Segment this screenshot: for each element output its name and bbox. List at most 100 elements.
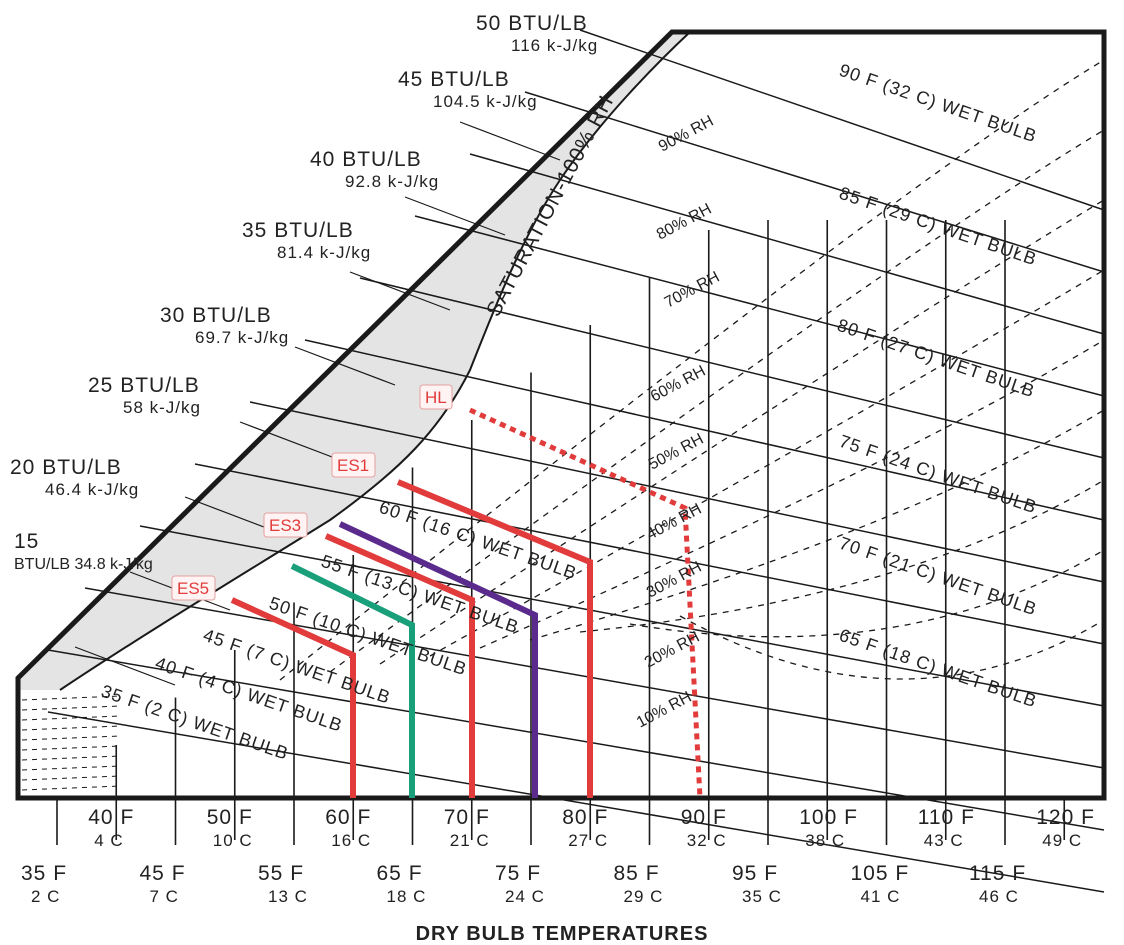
x-tick-label-c: 24 C [505, 887, 545, 906]
wet-bulb-label: 85 F (29 C) WET BULB [837, 183, 1040, 270]
x-tick-label-f: 55 F [258, 862, 304, 885]
enthalpy-kj-label: 81.4 k-J/kg [277, 243, 371, 262]
rh-curve [279, 59, 1105, 681]
rh-label: 70% RH [662, 269, 723, 312]
point-label-es1: ES1 [337, 456, 369, 475]
process-path-hl [468, 407, 703, 799]
x-axis-title: DRY BULB TEMPERATURES [416, 923, 709, 945]
rh-hatch [21, 705, 121, 711]
enthalpy-kj-label: 46.4 k-J/kg [45, 480, 139, 499]
point-label-box [331, 452, 376, 478]
x-tick-label-c: 13 C [268, 887, 308, 906]
rh-hatch [21, 695, 121, 701]
rh-curve [629, 549, 1105, 638]
rh-hatch [21, 715, 121, 721]
process-path-line4 [290, 563, 415, 798]
enthalpy-btu-label: 40 BTU/LB [310, 148, 422, 171]
rh-hatch [21, 745, 121, 751]
enthalpy-leader [349, 271, 451, 311]
rh-label: 60% RH [648, 363, 709, 406]
enthalpy-kj-label: 92.8 k-J/kg [345, 172, 439, 191]
wet-bulb-label: 65 F (18 C) WET BULB [837, 625, 1040, 712]
x-tick-label-f: 100 F [799, 806, 858, 829]
x-tick-label-f: 35 F [21, 862, 67, 885]
enthalpy-kj-label: BTU/LB 34.8 k-J/kg [14, 556, 153, 573]
x-tick-label-c: 21 C [450, 831, 490, 850]
enthalpy-leader [459, 121, 561, 161]
enthalpy-btu-label: 45 BTU/LB [398, 68, 510, 91]
point-label-hl: HL [425, 388, 447, 407]
rh-curve [329, 129, 1105, 673]
x-tick-label-c: 2 C [31, 887, 60, 906]
x-tick-label-c: 10 C [213, 831, 253, 850]
wet-bulb-line [579, 29, 1105, 211]
x-tick-label-c: 29 C [624, 887, 664, 906]
enthalpy-leader [404, 196, 506, 236]
enthalpy-btu-label: 50 BTU/LB [476, 12, 588, 35]
enthalpy-kj-label: 69.7 k-J/kg [195, 328, 289, 347]
x-tick-label-c: 41 C [861, 887, 901, 906]
x-tick-label-f: 70 F [444, 806, 490, 829]
wet-bulb-line [139, 525, 1105, 707]
process-path-es5 [230, 597, 356, 798]
x-tick-label-c: 7 C [150, 887, 179, 906]
x-tick-label-c: 27 C [568, 831, 608, 850]
rh-curve [579, 479, 1105, 633]
enthalpy-kj-label: 58 k-J/kg [123, 398, 201, 417]
x-tick-label-f: 110 F [918, 806, 975, 829]
x-tick-label-f: 40 F [88, 806, 134, 829]
x-tick-label-c: 35 C [742, 887, 782, 906]
saturation-band [18, 32, 690, 690]
process-path-es3 [324, 533, 475, 798]
enthalpy-leader [74, 646, 176, 686]
wet-bulb-line [304, 339, 1105, 521]
x-tick-label-f: 45 F [140, 862, 186, 885]
enthalpy-btu-label: 30 BTU/LB [160, 304, 272, 327]
rh-hatch [21, 735, 121, 741]
rh-label: 10% RH [634, 689, 695, 732]
wet-bulb-line [47, 711, 1105, 893]
x-tick-label-c: 49 C [1042, 831, 1082, 850]
x-tick-label-f: 120 F [1036, 806, 1095, 829]
point-label-es3: ES3 [269, 516, 301, 535]
wet-bulb-label: 90 F (32 C) WET BULB [837, 60, 1040, 147]
wet-bulb-line [524, 91, 1105, 273]
enthalpy-btu-label: 35 BTU/LB [242, 219, 354, 242]
wet-bulb-line [84, 587, 1105, 769]
x-tick-label-c: 18 C [387, 887, 427, 906]
rh-hatch [21, 765, 121, 771]
rh-hatch [21, 775, 121, 781]
point-label-box [263, 512, 308, 538]
enthalpy-kj-label: 116 k-J/kg [511, 36, 598, 55]
x-tick-label-f: 80 F [562, 806, 608, 829]
chart-frame [15, 29, 1107, 801]
x-tick-label-c: 38 C [805, 831, 845, 850]
x-tick-label-f: 75 F [495, 862, 541, 885]
point-label-box [171, 575, 216, 601]
rh-curve [479, 339, 1105, 649]
x-tick-label-c: 16 C [331, 831, 371, 850]
x-tick-label-f: 115 F [969, 862, 1026, 885]
rh-label: 50% RH [646, 431, 707, 474]
x-tick-label-c: 4 C [94, 831, 123, 850]
rh-curve [529, 409, 1105, 641]
process-path-line3 [338, 521, 538, 798]
enthalpy-leader [239, 421, 341, 461]
enthalpy-btu-label: 20 BTU/LB [10, 456, 122, 479]
rh-label: 40% RH [644, 501, 705, 544]
rh-hatch [21, 725, 121, 731]
enthalpy-btu-label: 25 BTU/LB [88, 374, 200, 397]
wet-bulb-label: 75 F (24 C) WET BULB [837, 431, 1040, 518]
x-tick-label-f: 50 F [207, 806, 253, 829]
enthalpy-leader [294, 346, 396, 386]
wet-bulb-line [414, 215, 1105, 397]
rh-curve [429, 269, 1105, 657]
point-label-es5: ES5 [177, 579, 209, 598]
wet-bulb-line [249, 401, 1105, 583]
x-tick-label-f: 105 F [851, 862, 910, 885]
rh-label: 80% RH [654, 201, 715, 244]
x-tick-label-f: 60 F [325, 806, 371, 829]
point-label-box [419, 384, 453, 410]
wet-bulb-line [359, 277, 1105, 459]
